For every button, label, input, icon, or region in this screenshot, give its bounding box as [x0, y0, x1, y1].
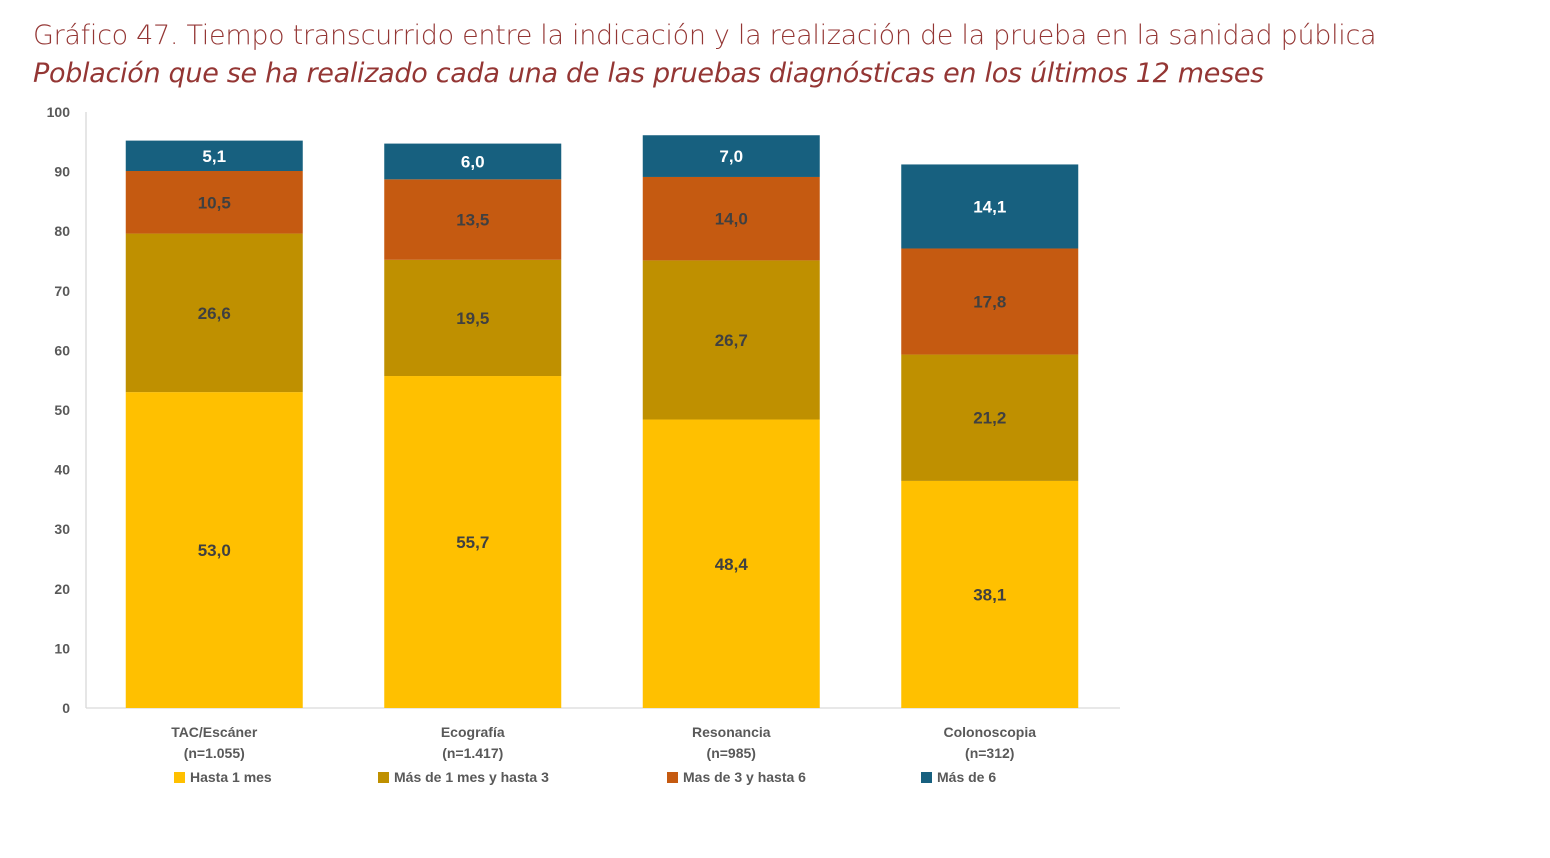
bar-segment — [125, 392, 303, 708]
y-tick-label: 10 — [54, 640, 70, 656]
bars — [125, 135, 1079, 708]
x-category-n: (n=1.055) — [184, 745, 245, 761]
x-category-n: (n=312) — [965, 745, 1014, 761]
legend-item: Más de 1 mes y hasta 3 — [378, 769, 549, 785]
x-category-n: (n=1.417) — [442, 745, 503, 761]
legend-item: Hasta 1 mes — [174, 769, 272, 785]
bar-segment — [384, 143, 562, 180]
bar-segment — [901, 248, 1079, 355]
bar-segment — [642, 135, 820, 177]
legend-label: Más de 6 — [937, 769, 997, 785]
chart-title: Gráfico 47. Tiempo transcurrido entre la… — [33, 20, 1377, 51]
data-label: 10,5 — [198, 193, 231, 212]
legend-swatch — [378, 771, 389, 783]
axes: 0 10 20 30 40 50 60 70 80 90 100 — [47, 104, 1120, 716]
y-tick-label: 30 — [54, 521, 70, 537]
data-label: 13,5 — [456, 211, 489, 230]
y-tick-label: 50 — [54, 402, 70, 418]
data-label: 5,1 — [202, 147, 226, 166]
data-label: 19,5 — [456, 309, 489, 328]
x-category-label: TAC/Escáner — [171, 724, 258, 740]
y-tick-label: 70 — [54, 283, 70, 299]
legend-label: Hasta 1 mes — [190, 769, 272, 785]
y-tick-label: 40 — [54, 462, 70, 478]
data-label: 38,1 — [973, 585, 1006, 604]
data-label: 55,7 — [456, 533, 489, 552]
legend-swatch — [174, 771, 185, 783]
x-category-label: Resonancia — [692, 724, 771, 740]
x-category-label: Ecografía — [441, 724, 505, 740]
bar-segment — [901, 164, 1079, 249]
bar-segment — [642, 419, 820, 708]
data-label: 7,0 — [719, 147, 743, 166]
bar-segment — [384, 259, 562, 377]
bar-segment — [125, 171, 303, 234]
legend-label: Mas de 3 y hasta 6 — [683, 769, 806, 785]
bar-segment — [384, 179, 562, 260]
y-tick-label: 20 — [54, 581, 70, 597]
y-tick-label: 80 — [54, 223, 70, 239]
bar-segment — [642, 260, 820, 420]
bar-segment — [384, 376, 562, 708]
chart-subtitle: Población que se ha realizado cada una d… — [33, 58, 1264, 89]
bar-segment — [125, 233, 303, 393]
data-label: 14,0 — [715, 210, 748, 229]
legend-item: Más de 6 — [921, 769, 996, 785]
legend: Hasta 1 mes Más de 1 mes y hasta 3 Mas de … — [0, 769, 1550, 789]
y-tick-label: 60 — [54, 342, 70, 358]
data-label: 17,8 — [973, 293, 1006, 312]
legend-swatch — [921, 771, 932, 783]
y-tick-label: 100 — [47, 104, 71, 120]
bar-segment — [642, 176, 820, 261]
data-label: 26,6 — [198, 304, 231, 323]
legend-label: Más de 1 mes y hasta 3 — [394, 769, 549, 785]
y-tick-label: 0 — [62, 700, 70, 716]
bar-segment — [901, 480, 1079, 708]
x-category-n: (n=985) — [707, 745, 756, 761]
data-label: 53,0 — [198, 541, 231, 560]
bar-segment — [125, 140, 303, 172]
y-tick-label: 90 — [54, 164, 70, 180]
data-label: 21,2 — [973, 409, 1006, 428]
data-label: 6,0 — [461, 152, 485, 171]
data-label: 14,1 — [973, 197, 1006, 216]
bar-segment — [901, 354, 1079, 481]
data-labels: 53,0 26,6 10,5 5,1 55,7 19,5 13,5 6,0 48,4 26,7 14… — [198, 147, 1007, 605]
legend-swatch — [667, 771, 678, 783]
data-label: 26,7 — [715, 331, 748, 350]
legend-item: Mas de 3 y hasta 6 — [667, 769, 806, 785]
x-category-label: Colonoscopia — [943, 724, 1036, 740]
data-label: 48,4 — [715, 555, 749, 574]
category-labels: TAC/Escáner (n=1.055) Ecografía (n=1.417) Re… — [171, 724, 1036, 761]
